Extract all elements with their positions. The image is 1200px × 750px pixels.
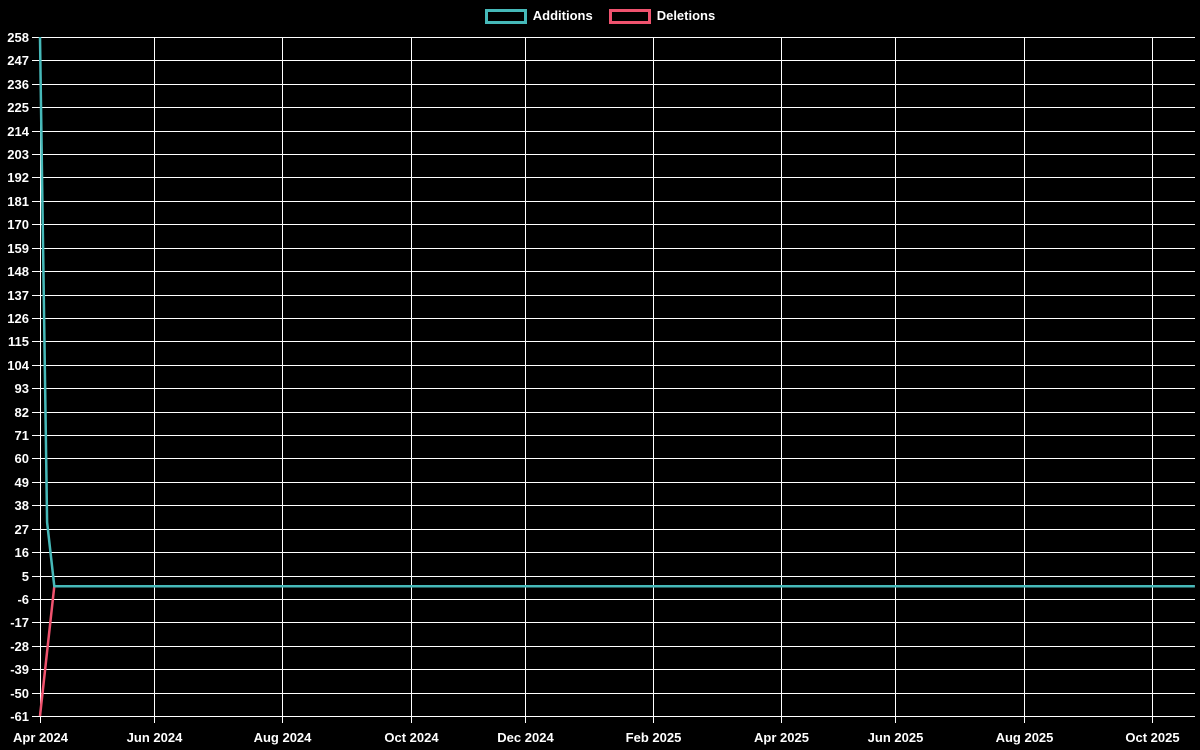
y-axis-tick-label: 203 (7, 147, 29, 162)
y-axis-tick-label: 115 (8, 334, 29, 349)
legend-label-deletions: Deletions (656, 8, 716, 23)
y-axis-tick-label: 93 (15, 381, 29, 396)
y-axis-tick-label: -17 (10, 615, 29, 630)
y-axis-tick-label: -6 (17, 592, 29, 607)
y-axis-tick-label: 5 (22, 569, 29, 584)
x-axis-tick-label: Aug 2024 (254, 730, 313, 745)
legend-item-deletions[interactable]: Deletions (608, 7, 716, 25)
y-axis-tick-label: 49 (15, 475, 29, 490)
chart-legend: Additions Deletions (0, 7, 1200, 25)
y-axis-tick-label: 104 (7, 358, 29, 373)
y-axis-tick-label: -61 (10, 709, 29, 724)
y-axis-tick-label: 148 (7, 264, 29, 279)
deletions-line (38, 584, 1195, 717)
y-axis-tick-label: 247 (7, 53, 29, 68)
x-axis-tick-label: Dec 2024 (497, 730, 554, 745)
y-axis-tick-label: 159 (7, 241, 29, 256)
x-axis-tick-label: Oct 2024 (384, 730, 439, 745)
legend-label-additions: Additions (532, 8, 593, 23)
deletions-swatch-icon (608, 8, 651, 24)
x-axis-tick-label: Jun 2025 (868, 730, 924, 745)
additions-line (38, 36, 1195, 588)
y-axis-tick-label: 258 (7, 30, 29, 45)
y-axis-tick-label: 170 (7, 217, 29, 232)
additions-swatch-icon (484, 8, 527, 24)
x-axis-tick-label: Apr 2024 (13, 730, 69, 745)
x-axis-tick-label: Jun 2024 (127, 730, 183, 745)
y-axis-tick-label: -39 (10, 662, 29, 677)
x-axis-tick-label: Apr 2025 (754, 730, 809, 745)
y-axis-tick-label: 71 (15, 428, 29, 443)
y-axis-tick-label: 82 (15, 405, 29, 420)
y-axis-tick-label: 137 (7, 288, 29, 303)
x-axis-tick-label: Feb 2025 (626, 730, 682, 745)
y-axis-tick-label: 214 (7, 124, 29, 139)
y-axis-tick-label: 16 (15, 545, 29, 560)
y-axis-tick-label: 60 (15, 451, 29, 466)
y-axis-tick-label: 38 (15, 498, 29, 513)
y-axis-tick-label: 126 (7, 311, 29, 326)
y-axis-tick-label: 181 (7, 194, 29, 209)
y-axis-tick-label: -50 (10, 686, 29, 701)
y-axis-tick-label: 236 (7, 77, 29, 92)
x-axis-tick-label: Oct 2025 (1125, 730, 1179, 745)
y-axis-tick-label: 27 (15, 522, 29, 537)
x-axis-tick-label: Aug 2025 (996, 730, 1054, 745)
y-axis-tick-label: -28 (10, 639, 29, 654)
legend-item-additions[interactable]: Additions (484, 7, 593, 25)
y-axis-tick-label: 225 (7, 100, 29, 115)
y-axis-tick-label: 192 (7, 170, 29, 185)
